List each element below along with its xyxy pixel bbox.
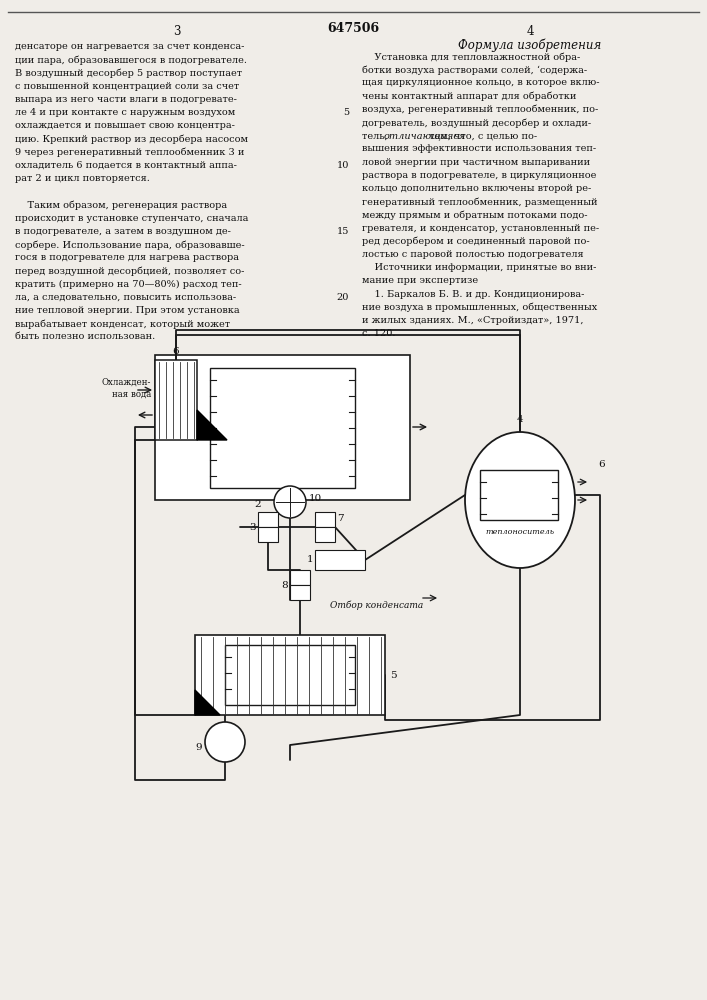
Text: 647506: 647506 [327,22,379,35]
Text: перед воздушной десорбцией, позволяет со-: перед воздушной десорбцией, позволяет со… [15,266,245,276]
Text: догреватель, воздушный десорбер и охлади-: догреватель, воздушный десорбер и охлади… [362,118,591,127]
Text: теплоноситель: теплоноситель [486,528,554,536]
Text: 1: 1 [306,556,313,564]
Text: вышения эффективности использования теп-: вышения эффективности использования теп- [362,144,596,153]
Text: 5: 5 [390,670,397,680]
Text: 7: 7 [337,514,344,523]
Text: 2: 2 [255,500,262,509]
Text: 3: 3 [250,522,256,532]
Text: Формула изобретения: Формула изобретения [458,38,602,51]
Bar [155,360,197,440]
Text: с повышенной концентрацией соли за счет: с повышенной концентрацией соли за счет [15,82,239,91]
Text: ле 4 и при контакте с наружным воздухом: ле 4 и при контакте с наружным воздухом [15,108,235,117]
Text: происходит в установке ступенчато, сначала: происходит в установке ступенчато, снача… [15,214,248,223]
Bar [258,527,278,542]
Text: ботки воздуха растворами солей, ‘содержа-: ботки воздуха растворами солей, ‘содержа… [362,65,587,75]
Text: Установка для тепловлажностной обра-: Установка для тепловлажностной обра- [362,52,580,62]
Polygon shape [197,410,227,440]
Text: мание при экспертизе: мание при экспертизе [362,276,478,285]
Text: 4: 4 [517,415,523,424]
Bar [290,585,310,600]
Bar [195,635,385,715]
Bar [315,512,335,527]
Text: отличающаяся: отличающаяся [383,131,466,140]
Text: в подогревателе, а затем в воздушном де-: в подогревателе, а затем в воздушном де- [15,227,231,236]
Circle shape [205,722,245,762]
Text: охлаждается и повышает свою концентра-: охлаждается и повышает свою концентра- [15,121,235,130]
Text: щая циркуляционное кольцо, в которое вклю-: щая циркуляционное кольцо, в которое вкл… [362,78,600,87]
Text: вырабатывает конденсат, который может: вырабатывает конденсат, который может [15,319,230,329]
Circle shape [274,486,306,518]
Text: ние воздуха в промышленных, общественных: ние воздуха в промышленных, общественных [362,303,597,312]
Text: и жилых зданиях. М., «Стройиздат», 1971,: и жилых зданиях. М., «Стройиздат», 1971, [362,316,583,325]
Text: 6: 6 [598,460,604,469]
Bar [315,550,365,570]
Bar [290,570,310,585]
Text: ная вода: ная вода [112,390,151,399]
Text: 3: 3 [173,25,181,38]
Text: кольцо дополнительно включены второй ре-: кольцо дополнительно включены второй ре- [362,184,591,193]
Text: кратить (примерно на 70—80%) расход теп-: кратить (примерно на 70—80%) расход теп- [15,280,242,289]
Text: 1. Баркалов Б. В. и др. Кондиционирова-: 1. Баркалов Б. В. и др. Кондиционирова- [362,290,585,299]
Text: ловой энергии при частичном выпаривании: ловой энергии при частичном выпаривании [362,158,590,167]
Text: 9: 9 [195,742,202,752]
Text: гревателя, и конденсатор, установленный пе-: гревателя, и конденсатор, установленный … [362,224,599,233]
Text: воздуха, регенеративный теплообменник, по-: воздуха, регенеративный теплообменник, п… [362,105,598,114]
Text: тем, что, с целью по-: тем, что, с целью по- [426,131,537,140]
Text: Отбор конденсата: Отбор конденсата [330,600,423,609]
Text: В воздушный десорбер 5 раствор поступает: В воздушный десорбер 5 раствор поступает [15,68,242,78]
Ellipse shape [465,432,575,568]
Text: цию. Крепкий раствор из десорбера насосом: цию. Крепкий раствор из десорбера насосо… [15,134,248,144]
Text: тель,: тель, [362,131,391,140]
Text: быть полезно использован.: быть полезно использован. [15,332,156,341]
Text: генеративный теплообменник, размещенный: генеративный теплообменник, размещенный [362,197,597,207]
Text: охладитель 6 подается в контактный аппа-: охладитель 6 подается в контактный аппа- [15,161,237,170]
Text: 4: 4 [526,25,534,38]
Text: раствора в подогревателе, в циркуляционное: раствора в подогревателе, в циркуляционн… [362,171,597,180]
Text: 10: 10 [309,494,322,503]
Text: 8: 8 [281,580,288,589]
Text: 10: 10 [337,161,349,170]
Text: Таким образом, регенерация раствора: Таким образом, регенерация раствора [15,200,227,210]
Bar [480,470,558,520]
Text: рат 2 и цикл повторяется.: рат 2 и цикл повторяется. [15,174,150,183]
Text: ние тепловой энергии. При этом установка: ние тепловой энергии. При этом установка [15,306,240,315]
Text: Источники информации, принятые во вни-: Источники информации, принятые во вни- [362,263,597,272]
Text: ции пара, образовавшегося в подогревателе.: ции пара, образовавшегося в подогревател… [15,55,247,65]
Text: лостью с паровой полостью подогревателя: лостью с паровой полостью подогревателя [362,250,583,259]
Text: сорбере. Использование пара, образовавше-: сорбере. Использование пара, образовавше… [15,240,245,249]
Text: с. 120.: с. 120. [362,329,395,338]
Text: 20: 20 [337,293,349,302]
Text: 15: 15 [337,227,349,236]
Text: выпара из него части влаги в подогревате-: выпара из него части влаги в подогревате… [15,95,237,104]
Bar [315,527,335,542]
Text: 9 через регенеративный теплообменник 3 и: 9 через регенеративный теплообменник 3 и [15,148,245,157]
Text: чены контактный аппарат для обработки: чены контактный аппарат для обработки [362,92,576,101]
Text: гося в подогревателе для нагрева раствора: гося в подогревателе для нагрева раствор… [15,253,239,262]
Text: ред десорбером и соединенный паровой по-: ред десорбером и соединенный паровой по- [362,237,590,246]
Text: денсаторе он нагревается за счет конденса-: денсаторе он нагревается за счет конденс… [15,42,245,51]
Text: Охлажден-: Охлажден- [102,378,151,387]
Bar [210,368,355,488]
Text: 5: 5 [343,108,349,117]
Bar [225,645,355,705]
Bar [155,355,410,500]
Polygon shape [195,690,220,715]
Text: ла, а следовательно, повысить использова-: ла, а следовательно, повысить использова… [15,293,236,302]
Text: 6: 6 [173,347,180,356]
Text: между прямым и обратным потоками подо-: между прямым и обратным потоками подо- [362,210,588,220]
Bar [258,512,278,527]
